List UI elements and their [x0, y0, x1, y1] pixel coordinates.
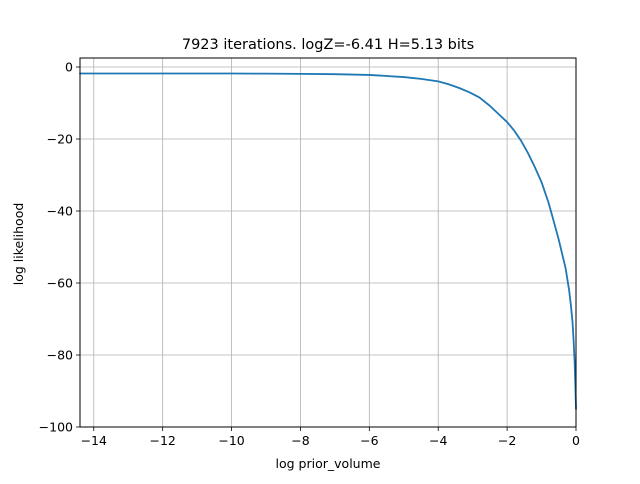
y-tick-label: −20 [47, 132, 73, 147]
x-tick-label: −8 [291, 433, 309, 448]
x-tick-label: −10 [218, 433, 244, 448]
x-tick-label: 0 [572, 433, 580, 448]
x-tick-label: −14 [81, 433, 107, 448]
x-tick-label: −6 [360, 433, 378, 448]
data-series [79, 72, 577, 410]
x-axis-ticks: −14 −12 −10 −8 −6 −4 −2 0 [81, 427, 580, 448]
series-line [79, 72, 577, 410]
y-tick-label: −60 [47, 276, 73, 291]
y-axis-ticks: 0 −20 −40 −60 −80 −100 [39, 60, 80, 435]
y-axis-label: log likelihood [11, 203, 26, 286]
chart-title: 7923 iterations. logZ=-6.41 H=5.13 bits [182, 37, 474, 53]
y-tick-label: −80 [47, 348, 73, 363]
plot-frame [79, 57, 577, 428]
x-tick-label: −2 [498, 433, 516, 448]
y-tick-label: −100 [39, 420, 73, 435]
y-tick-label: 0 [65, 60, 73, 75]
y-tick-label: −40 [47, 204, 73, 219]
x-tick-label: −4 [429, 433, 447, 448]
x-tick-label: −12 [149, 433, 175, 448]
x-axis-label: log prior_volume [276, 456, 381, 471]
